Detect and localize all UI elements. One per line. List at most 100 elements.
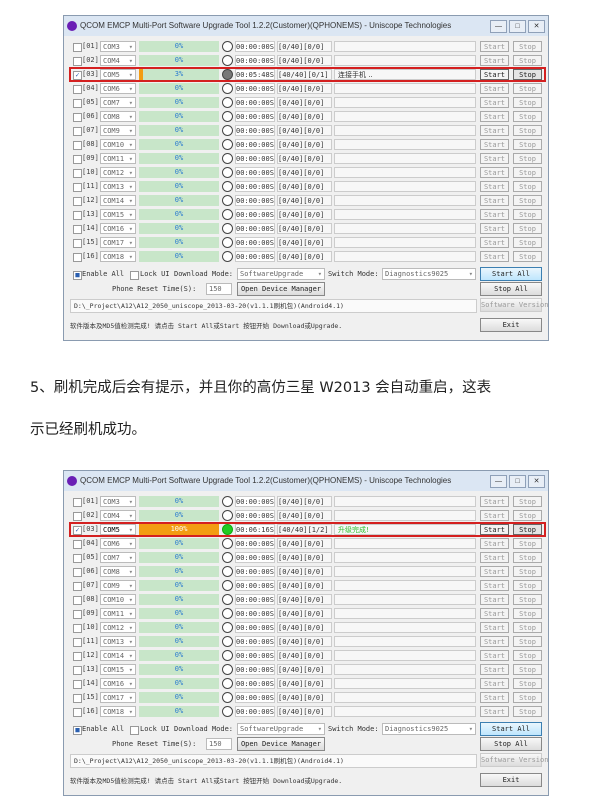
exit-button[interactable]: Exit xyxy=(480,318,542,332)
stop-button[interactable]: Stop xyxy=(513,139,542,150)
start-button[interactable]: Start xyxy=(480,566,509,577)
port-checkbox[interactable] xyxy=(73,239,82,248)
start-button[interactable]: Start xyxy=(480,664,509,675)
port-checkbox[interactable] xyxy=(73,197,82,206)
port-checkbox[interactable] xyxy=(73,225,82,234)
start-button[interactable]: Start xyxy=(480,83,509,94)
start-button[interactable]: Start xyxy=(480,622,509,633)
maximize-button[interactable]: □ xyxy=(509,20,526,33)
port-checkbox[interactable] xyxy=(73,666,82,675)
com-port-select[interactable]: COM18 xyxy=(100,706,136,718)
com-port-select[interactable]: COM9 xyxy=(100,580,136,592)
port-checkbox[interactable] xyxy=(73,638,82,647)
port-checkbox[interactable] xyxy=(73,211,82,220)
port-checkbox[interactable] xyxy=(73,99,82,108)
start-button[interactable]: Start xyxy=(480,251,509,262)
port-checkbox[interactable] xyxy=(73,498,82,507)
com-port-select[interactable]: COM5 xyxy=(100,524,136,536)
com-port-select[interactable]: COM14 xyxy=(100,650,136,662)
com-port-select[interactable]: COM6 xyxy=(100,538,136,550)
port-checkbox[interactable] xyxy=(73,85,82,94)
port-checkbox[interactable] xyxy=(73,582,82,591)
port-checkbox[interactable] xyxy=(73,624,82,633)
port-checkbox[interactable]: ✓ xyxy=(73,526,82,535)
port-checkbox[interactable] xyxy=(73,694,82,703)
stop-button[interactable]: Stop xyxy=(513,223,542,234)
start-button[interactable]: Start xyxy=(480,41,509,52)
switch-mode-select[interactable]: Diagnostics9025 xyxy=(382,268,476,280)
start-button[interactable]: Start xyxy=(480,139,509,150)
start-button[interactable]: Start xyxy=(480,692,509,703)
open-device-manager-button[interactable]: Open Device Manager xyxy=(237,282,325,296)
com-port-select[interactable]: COM15 xyxy=(100,664,136,676)
minimize-button[interactable]: — xyxy=(490,475,507,488)
stop-button[interactable]: Stop xyxy=(513,41,542,52)
start-button[interactable]: Start xyxy=(480,496,509,507)
enable-all-checkbox[interactable]: ■ xyxy=(73,726,82,735)
stop-button[interactable]: Stop xyxy=(513,167,542,178)
start-button[interactable]: Start xyxy=(480,678,509,689)
com-port-select[interactable]: COM11 xyxy=(100,608,136,620)
com-port-select[interactable]: COM15 xyxy=(100,209,136,221)
port-checkbox[interactable] xyxy=(73,113,82,122)
start-button[interactable]: Start xyxy=(480,636,509,647)
start-all-button[interactable]: Start All xyxy=(480,722,542,736)
minimize-button[interactable]: — xyxy=(490,20,507,33)
com-port-select[interactable]: COM6 xyxy=(100,83,136,95)
start-all-button[interactable]: Start All xyxy=(480,267,542,281)
com-port-select[interactable]: COM13 xyxy=(100,636,136,648)
start-button[interactable]: Start xyxy=(480,125,509,136)
start-button[interactable]: Start xyxy=(480,195,509,206)
stop-button[interactable]: Stop xyxy=(513,111,542,122)
start-button[interactable]: Start xyxy=(480,69,509,80)
start-button[interactable]: Start xyxy=(480,167,509,178)
stop-button[interactable]: Stop xyxy=(513,552,542,563)
stop-button[interactable]: Stop xyxy=(513,209,542,220)
com-port-select[interactable]: COM10 xyxy=(100,594,136,606)
stop-button[interactable]: Stop xyxy=(513,195,542,206)
com-port-select[interactable]: COM3 xyxy=(100,41,136,53)
start-button[interactable]: Start xyxy=(480,97,509,108)
start-button[interactable]: Start xyxy=(480,706,509,717)
stop-button[interactable]: Stop xyxy=(513,622,542,633)
com-port-select[interactable]: COM7 xyxy=(100,552,136,564)
stop-button[interactable]: Stop xyxy=(513,664,542,675)
maximize-button[interactable]: □ xyxy=(509,475,526,488)
start-button[interactable]: Start xyxy=(480,580,509,591)
stop-all-button[interactable]: Stop All xyxy=(480,282,542,296)
com-port-select[interactable]: COM3 xyxy=(100,496,136,508)
start-button[interactable]: Start xyxy=(480,552,509,563)
port-checkbox[interactable] xyxy=(73,43,82,52)
com-port-select[interactable]: COM13 xyxy=(100,181,136,193)
port-checkbox[interactable] xyxy=(73,155,82,164)
start-button[interactable]: Start xyxy=(480,209,509,220)
com-port-select[interactable]: COM12 xyxy=(100,167,136,179)
start-button[interactable]: Start xyxy=(480,55,509,66)
stop-button[interactable]: Stop xyxy=(513,237,542,248)
download-mode-select[interactable]: SoftwareUpgrade xyxy=(237,268,325,280)
com-port-select[interactable]: COM7 xyxy=(100,97,136,109)
start-button[interactable]: Start xyxy=(480,237,509,248)
port-checkbox[interactable] xyxy=(73,253,82,262)
stop-button[interactable]: Stop xyxy=(513,83,542,94)
enable-all-checkbox[interactable]: ■ xyxy=(73,271,82,280)
stop-button[interactable]: Stop xyxy=(513,125,542,136)
port-checkbox[interactable] xyxy=(73,57,82,66)
download-mode-select[interactable]: SoftwareUpgrade xyxy=(237,723,325,735)
start-button[interactable]: Start xyxy=(480,181,509,192)
com-port-select[interactable]: COM4 xyxy=(100,55,136,67)
com-port-select[interactable]: COM9 xyxy=(100,125,136,137)
stop-button[interactable]: Stop xyxy=(513,566,542,577)
com-port-select[interactable]: COM11 xyxy=(100,153,136,165)
software-version-button[interactable]: Software Version xyxy=(480,753,548,767)
stop-button[interactable]: Stop xyxy=(513,538,542,549)
stop-button[interactable]: Stop xyxy=(513,69,542,80)
port-checkbox[interactable] xyxy=(73,141,82,150)
port-checkbox[interactable] xyxy=(73,183,82,192)
start-button[interactable]: Start xyxy=(480,223,509,234)
com-port-select[interactable]: COM18 xyxy=(100,251,136,263)
stop-button[interactable]: Stop xyxy=(513,153,542,164)
stop-button[interactable]: Stop xyxy=(513,496,542,507)
com-port-select[interactable]: COM16 xyxy=(100,223,136,235)
stop-button[interactable]: Stop xyxy=(513,692,542,703)
